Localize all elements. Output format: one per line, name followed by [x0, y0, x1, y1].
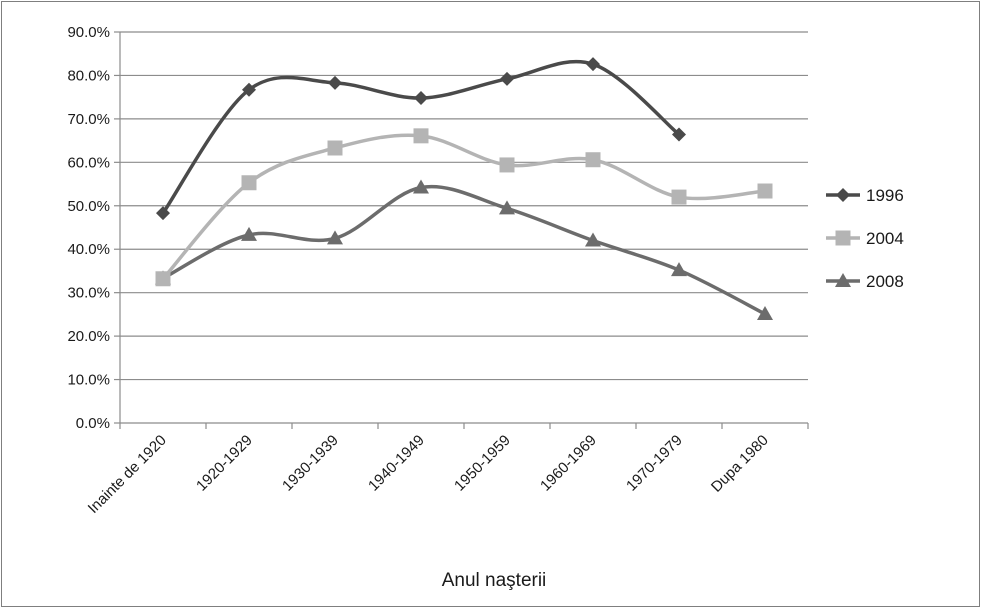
x-tick-label: Inainte de 1920 — [85, 432, 170, 517]
x-tick-label: 1960-1969 — [537, 432, 600, 495]
series-point-1996 — [414, 91, 428, 106]
x-tick-label: 1940-1949 — [365, 432, 428, 495]
series-point-2008 — [413, 179, 429, 194]
series-point-2004 — [757, 183, 773, 199]
series-point-2004 — [241, 175, 257, 191]
y-tick-label: 40.0% — [67, 241, 110, 258]
series-point-2004 — [671, 189, 687, 205]
series-point-1996 — [328, 75, 342, 90]
series-point-2008 — [327, 230, 343, 245]
y-tick-label: 80.0% — [67, 67, 110, 84]
legend-marker-2004 — [835, 230, 851, 246]
x-tick-label: 1950-1959 — [451, 432, 514, 495]
y-tick-labels: 0.0% 10.0% 20.0% 30.0% 40.0% 50.0% 60.0% 70.0% 8… — [67, 24, 110, 432]
legend-label-1996: 1996 — [866, 186, 904, 205]
legend-label-2004: 2004 — [866, 229, 904, 248]
y-tick-label: 70.0% — [67, 111, 110, 128]
series-point-2008 — [499, 200, 515, 215]
x-tick-label: 1970-1979 — [623, 432, 686, 495]
gridlines — [120, 31, 808, 381]
series-point-1996 — [242, 82, 256, 97]
x-tick-label: 1930-1939 — [279, 432, 342, 495]
series-point-2004 — [413, 128, 429, 144]
legend: 1996 2004 2008 — [826, 186, 904, 291]
series-point-2004 — [327, 140, 343, 156]
series-group — [155, 57, 773, 320]
legend-marker-1996 — [836, 188, 850, 202]
series-line-2008 — [162, 184, 766, 316]
series-point-2008 — [241, 226, 257, 241]
series-point-2004 — [155, 271, 171, 287]
y-tick-label: 10.0% — [67, 372, 110, 389]
series-point-2004 — [499, 157, 515, 173]
legend-label-2008: 2008 — [866, 272, 904, 291]
series-point-2008 — [757, 305, 773, 320]
series-point-2008 — [585, 232, 601, 247]
series-point-1996 — [586, 57, 600, 72]
x-tick-label: 1920-1929 — [193, 432, 256, 495]
series-point-2008 — [671, 262, 687, 277]
series-point-1996 — [672, 127, 686, 142]
series-point-2004 — [585, 152, 601, 168]
y-tick-label: 50.0% — [67, 198, 110, 215]
axes — [114, 31, 809, 429]
y-tick-label: 60.0% — [67, 154, 110, 171]
x-tick-labels: Inainte de 1920 1920-1929 1930-1939 1940-19… — [85, 432, 772, 517]
series-point-1996 — [500, 71, 514, 86]
series-point-1996 — [156, 206, 170, 221]
y-tick-label: 20.0% — [67, 328, 110, 345]
x-axis-label: Anul naşterii — [442, 570, 547, 591]
y-tick-label: 90.0% — [67, 24, 110, 41]
y-tick-label: 0.0% — [76, 415, 110, 432]
legend-marker-2008 — [835, 273, 851, 287]
series-line-2004 — [161, 133, 766, 280]
x-tick-label: Dupa 1980 — [708, 432, 772, 496]
y-tick-label: 30.0% — [67, 285, 110, 302]
